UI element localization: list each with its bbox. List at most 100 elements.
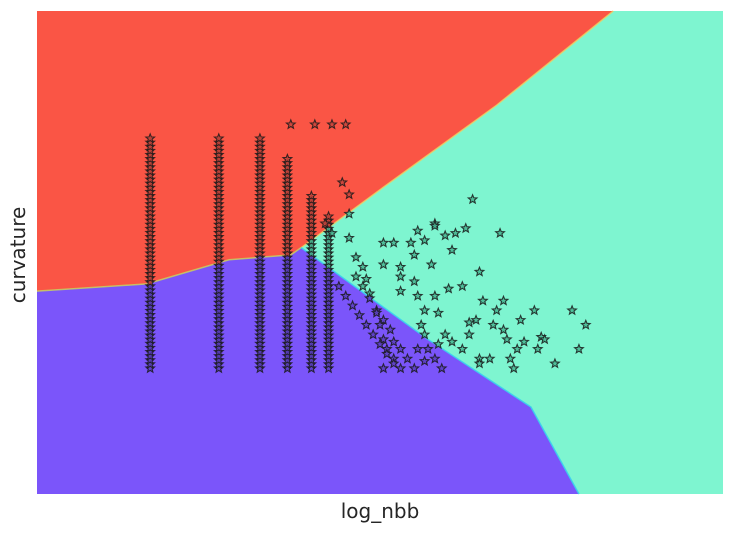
column-3-point <box>281 222 294 234</box>
column-2-point <box>254 345 266 357</box>
column-0-point <box>144 181 156 193</box>
scatter-point <box>442 282 455 294</box>
column-2-point <box>254 161 266 173</box>
column-3-point <box>281 239 294 251</box>
column-0-point <box>144 140 156 152</box>
column-4-point <box>305 358 318 370</box>
column-5-point <box>322 300 335 312</box>
column-1-point <box>212 251 225 263</box>
column-1-point <box>212 152 225 164</box>
column-5-point <box>322 345 335 357</box>
column-5-point <box>322 239 335 251</box>
column-3-point <box>281 304 294 316</box>
column-4-point <box>305 235 318 247</box>
column-1-point <box>212 350 225 362</box>
column-2-point <box>254 218 266 230</box>
column-3-point <box>281 267 294 279</box>
column-3-point <box>281 321 294 333</box>
column-4-point <box>305 341 318 353</box>
column-2-point <box>254 243 266 255</box>
column-4-point <box>305 296 318 308</box>
column-3-point <box>281 333 294 345</box>
scatter-point <box>384 323 397 335</box>
column-2-point <box>254 193 266 206</box>
column-3-point <box>281 157 294 169</box>
column-0-point <box>144 152 156 164</box>
column-5-point <box>322 317 335 329</box>
column-0-point <box>144 272 156 284</box>
column-1-point <box>212 313 225 325</box>
column-2-point <box>254 272 266 284</box>
column-4-point <box>305 308 318 320</box>
scatter-point <box>343 188 355 200</box>
column-1-point <box>212 341 225 353</box>
column-4-point <box>305 329 318 341</box>
scatter-point <box>394 270 407 282</box>
column-0-point <box>144 210 156 222</box>
column-4-point <box>305 202 318 214</box>
column-1-point <box>212 185 225 197</box>
scatter-point <box>309 118 321 130</box>
column-5-point <box>322 354 335 366</box>
column-3-point <box>281 206 294 218</box>
column-2-point <box>254 288 266 300</box>
column-2-point <box>254 350 266 362</box>
column-0-point <box>144 239 156 251</box>
column-2-point <box>254 354 266 366</box>
column-1-point <box>212 358 225 370</box>
scatter-point <box>473 265 486 277</box>
column-3-point <box>281 329 294 341</box>
column-5-point <box>322 292 335 304</box>
column-0-point <box>144 247 156 259</box>
scatter-point <box>487 318 499 330</box>
scatter-point <box>439 328 451 340</box>
column-1-point <box>212 284 225 296</box>
column-1-point <box>212 288 225 300</box>
column-4-point <box>305 325 318 337</box>
scatter-point <box>425 258 438 270</box>
scatter-point <box>374 318 386 330</box>
scatter-point <box>573 343 585 355</box>
column-3-point <box>281 210 294 222</box>
column-0-point <box>144 157 156 169</box>
column-5-point <box>322 329 335 341</box>
column-5-point <box>322 313 335 325</box>
scatter-point <box>353 309 366 321</box>
column-0-point <box>144 358 156 370</box>
column-4-point <box>305 243 318 255</box>
column-5-point <box>322 362 335 374</box>
scatter-point <box>418 328 431 340</box>
column-3-point <box>281 181 294 193</box>
scatter-point <box>490 304 503 316</box>
scatter-point <box>429 289 441 301</box>
column-1-point <box>212 304 225 316</box>
column-5-point <box>322 263 335 275</box>
region-purple <box>37 247 579 494</box>
scatter-point <box>514 314 527 326</box>
x-axis-label: log_nbb <box>341 499 420 523</box>
column-2-point <box>254 358 266 370</box>
column-4-point <box>305 218 318 230</box>
column-3-point <box>281 165 294 177</box>
scatter-point <box>377 236 390 248</box>
column-1-point <box>212 263 225 275</box>
scatter-point <box>473 357 486 369</box>
column-0-point <box>144 345 156 357</box>
scatter-point <box>343 207 355 219</box>
column-3-point <box>281 300 294 312</box>
column-2-point <box>254 169 266 181</box>
scatter-point <box>387 236 400 248</box>
column-5-point <box>322 251 335 263</box>
column-2-point <box>254 136 266 148</box>
scatter-point <box>531 343 544 355</box>
scatter-point <box>374 338 386 350</box>
column-1-point <box>212 296 225 308</box>
scatter-point <box>387 357 400 369</box>
scatter-point <box>285 118 297 130</box>
column-2-point <box>254 132 266 144</box>
column-0-point <box>144 169 156 181</box>
column-0-point <box>144 259 156 271</box>
column-2-point <box>254 251 266 263</box>
scatter-point <box>411 343 424 355</box>
column-3-point <box>281 362 294 374</box>
